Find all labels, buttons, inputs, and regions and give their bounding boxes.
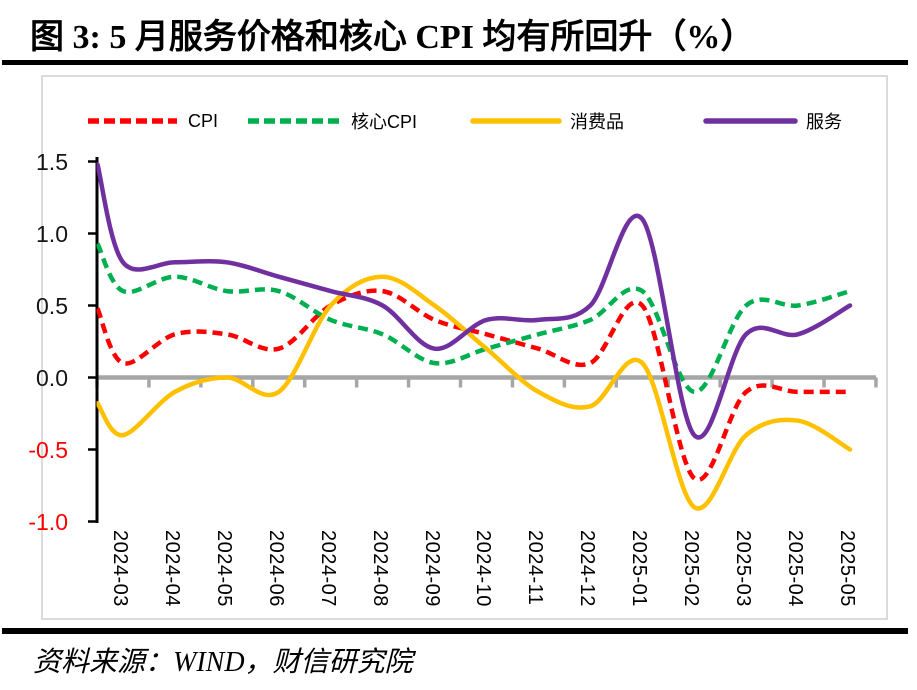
- x-axis-label-2025-03: 2025-03: [732, 530, 755, 607]
- y-axis-label--1.0: -1.0: [28, 508, 68, 535]
- series-line-核心CPI: [96, 242, 851, 395]
- x-axis-label-2024-04: 2024-04: [160, 530, 183, 607]
- legend-item-consumer-goods: 消费品: [470, 107, 624, 135]
- series-line-服务: [96, 162, 853, 440]
- y-axis-label--0.5: -0.5: [28, 436, 68, 463]
- x-axis-label-2024-03: 2024-03: [108, 530, 131, 607]
- legend-label-core-cpi: 核心CPI: [351, 112, 418, 132]
- y-axis-label-1.5: 1.5: [36, 148, 68, 175]
- x-axis-label-2025-02: 2025-02: [680, 530, 703, 607]
- x-axis-label-2024-10: 2024-10: [472, 530, 495, 607]
- x-axis-label-2024-07: 2024-07: [316, 530, 339, 607]
- axes-layer: [88, 157, 878, 523]
- title-divider-rule: [2, 60, 908, 65]
- series-line-CPI: [96, 288, 850, 483]
- legend-line-sample-consumer-goods: [470, 118, 562, 124]
- legend-label-consumer-goods: 消费品: [570, 112, 624, 132]
- y-axis-label-1.0: 1.0: [36, 220, 68, 247]
- figure-title: 图 3: 5 月服务价格和核心 CPI 均有所回升（%）: [30, 19, 755, 56]
- x-axis-label-2024-09: 2024-09: [420, 530, 443, 607]
- x-axis-label-2025-05: 2025-05: [835, 530, 858, 607]
- x-axis-label-2024-05: 2024-05: [212, 530, 235, 607]
- x-axis-label-2024-06: 2024-06: [264, 530, 287, 607]
- legend-line-sample-cpi: [88, 118, 177, 124]
- x-axis-label-2025-04: 2025-04: [784, 530, 807, 607]
- y-axis-label-0.0: 0.0: [36, 364, 68, 391]
- footer-divider-rule: [2, 628, 908, 634]
- legend-item-services: 服务: [703, 107, 842, 135]
- series-layer: [96, 162, 853, 511]
- legend-label-cpi: CPI: [188, 110, 219, 131]
- x-axis-label-2024-08: 2024-08: [368, 530, 391, 607]
- chart-panel: [41, 75, 888, 620]
- x-axis-label-2024-12: 2024-12: [576, 530, 599, 607]
- legend-label-services: 服务: [806, 112, 842, 132]
- legend-item-cpi: CPI: [85, 107, 218, 135]
- legend-item-core-cpi: 核心CPI: [245, 107, 417, 135]
- x-axis-label-2025-01: 2025-01: [628, 530, 651, 607]
- series-line-消费品: [96, 274, 853, 511]
- legend-line-sample-services: [703, 118, 798, 124]
- x-axis-label-2024-11: 2024-11: [524, 530, 547, 606]
- source-note: 资料来源：WIND，财信研究院: [33, 647, 413, 678]
- y-axis-label-0.5: 0.5: [36, 292, 68, 319]
